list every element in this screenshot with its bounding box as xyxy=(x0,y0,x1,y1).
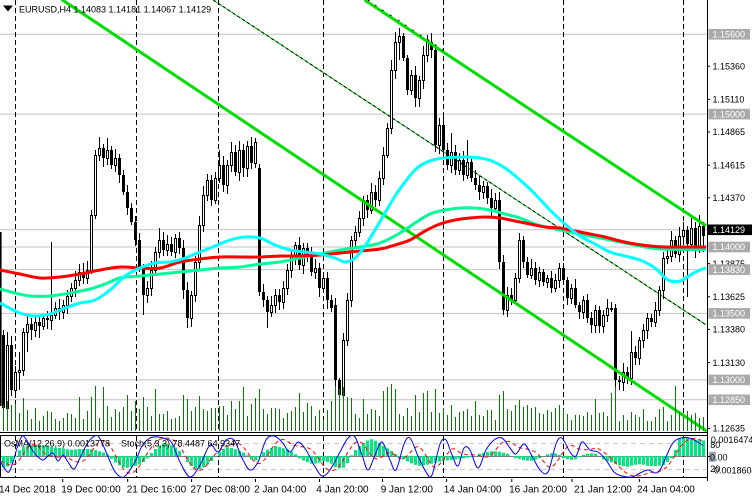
svg-text:19 Dec 00:00: 19 Dec 00:00 xyxy=(61,485,121,496)
svg-text:0.00: 0.00 xyxy=(710,453,728,463)
svg-text:OsMA(12,26,9) 0.0013778: OsMA(12,26,9) 0.0013778 xyxy=(4,439,110,449)
svg-text:1.13830: 1.13830 xyxy=(713,265,746,275)
svg-text:EURUSD,H4 1.14083 1.14181 1.1: EURUSD,H4 1.14083 1.14181 1.14067 1.1412… xyxy=(19,5,211,15)
svg-text:1.13500: 1.13500 xyxy=(713,309,746,319)
svg-text:1.15600: 1.15600 xyxy=(713,30,746,40)
svg-text:1.14865: 1.14865 xyxy=(713,127,746,137)
svg-text:4 Jan 20:00: 4 Jan 20:00 xyxy=(316,485,369,496)
svg-text:1.15000: 1.15000 xyxy=(713,109,746,119)
svg-text:1.13130: 1.13130 xyxy=(713,358,746,368)
svg-text:Stoch(5,3,3) 78.4487 64.9347: Stoch(5,3,3) 78.4487 64.9347 xyxy=(121,439,240,449)
svg-text:1.14615: 1.14615 xyxy=(713,160,746,170)
svg-text:27 Dec 08:00: 27 Dec 08:00 xyxy=(191,485,251,496)
svg-text:21 Jan 12:00: 21 Jan 12:00 xyxy=(574,485,632,496)
svg-text:20: 20 xyxy=(710,464,720,474)
svg-text:9 Jan 12:00: 9 Jan 12:00 xyxy=(381,485,434,496)
svg-text:1.14129: 1.14129 xyxy=(713,225,746,235)
svg-text:1.13625: 1.13625 xyxy=(713,292,746,302)
svg-text:24 Jan 04:00: 24 Jan 04:00 xyxy=(637,485,695,496)
svg-text:1.13000: 1.13000 xyxy=(713,375,746,385)
svg-text:21 Dec 16:00: 21 Dec 16:00 xyxy=(127,485,187,496)
svg-text:14 Dec 2018: 14 Dec 2018 xyxy=(0,485,56,496)
svg-text:2 Jan 04:00: 2 Jan 04:00 xyxy=(254,485,307,496)
svg-text:1.13380: 1.13380 xyxy=(713,325,746,335)
svg-text:1.12850: 1.12850 xyxy=(713,395,746,405)
svg-text:1.13875: 1.13875 xyxy=(713,259,746,269)
svg-text:1.14370: 1.14370 xyxy=(713,193,746,203)
svg-text:14 Jan 04:00: 14 Jan 04:00 xyxy=(444,485,502,496)
svg-text:0.0016474: 0.0016474 xyxy=(711,435,752,445)
svg-text:0.0018604: 0.0018604 xyxy=(714,465,752,475)
svg-text:80: 80 xyxy=(710,440,720,450)
svg-text:1.15360: 1.15360 xyxy=(713,61,746,71)
svg-text:1.12635: 1.12635 xyxy=(713,424,746,434)
svg-text:16 Jan 20:00: 16 Jan 20:00 xyxy=(509,485,567,496)
svg-text:1.14000: 1.14000 xyxy=(713,242,746,252)
svg-text:1.15110: 1.15110 xyxy=(713,95,745,105)
